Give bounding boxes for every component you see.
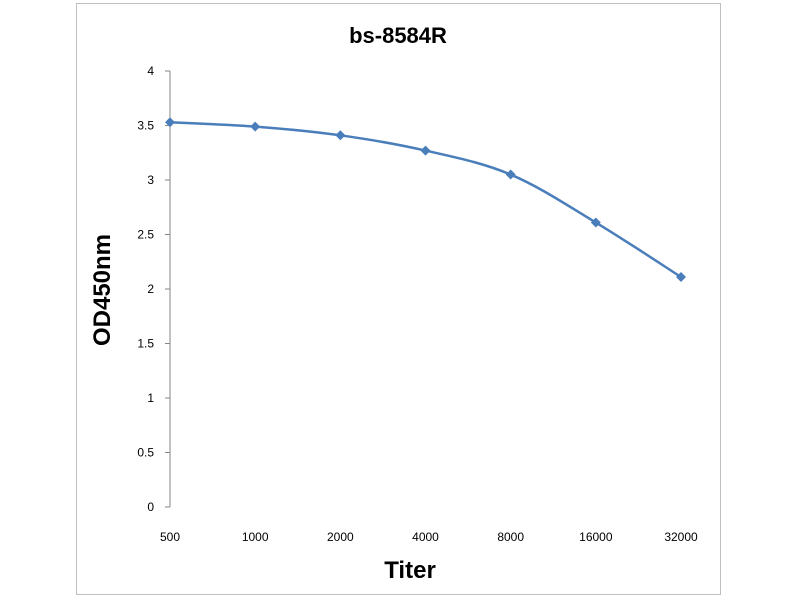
y-tick-label: 2.5 bbox=[137, 228, 154, 242]
data-point-marker bbox=[505, 169, 516, 180]
x-tick-label: 500 bbox=[160, 530, 180, 544]
data-point-marker bbox=[420, 145, 431, 156]
series-line bbox=[169, 120, 682, 279]
x-tick-label: 2000 bbox=[327, 530, 354, 544]
series-markers bbox=[165, 117, 686, 283]
y-tick-label: 0 bbox=[147, 500, 154, 514]
data-point-marker bbox=[250, 121, 261, 132]
chart-frame bbox=[76, 3, 721, 595]
y-tick-label: 2 bbox=[147, 282, 154, 296]
y-tick-label: 1.5 bbox=[137, 337, 154, 351]
data-point-marker bbox=[335, 130, 346, 141]
data-point-marker bbox=[676, 272, 686, 283]
x-tick-label: 8000 bbox=[497, 530, 524, 544]
x-tick-label: 32000 bbox=[664, 530, 698, 544]
y-tick-label: 3 bbox=[147, 173, 154, 187]
y-tick-label: 0.5 bbox=[137, 446, 154, 460]
chart-title: bs-8584R bbox=[349, 23, 447, 48]
x-ticks: 500 1000 2000 4000 8000 16000 32000 bbox=[160, 530, 698, 544]
y-tick-label: 1 bbox=[147, 391, 154, 405]
y-tick-label: 3.5 bbox=[137, 119, 154, 133]
x-tick-label: 4000 bbox=[412, 530, 439, 544]
x-axis-title: Titer bbox=[384, 557, 436, 584]
data-point-marker bbox=[590, 217, 601, 228]
y-axis-title: OD450nm bbox=[89, 234, 116, 346]
data-point-marker bbox=[165, 117, 175, 128]
y-ticks: 0 0.5 1 1.5 2 2.5 3 3.5 4 bbox=[137, 64, 170, 514]
y-tick-label: 4 bbox=[147, 64, 154, 78]
x-tick-label: 1000 bbox=[242, 530, 269, 544]
x-tick-label: 16000 bbox=[579, 530, 613, 544]
